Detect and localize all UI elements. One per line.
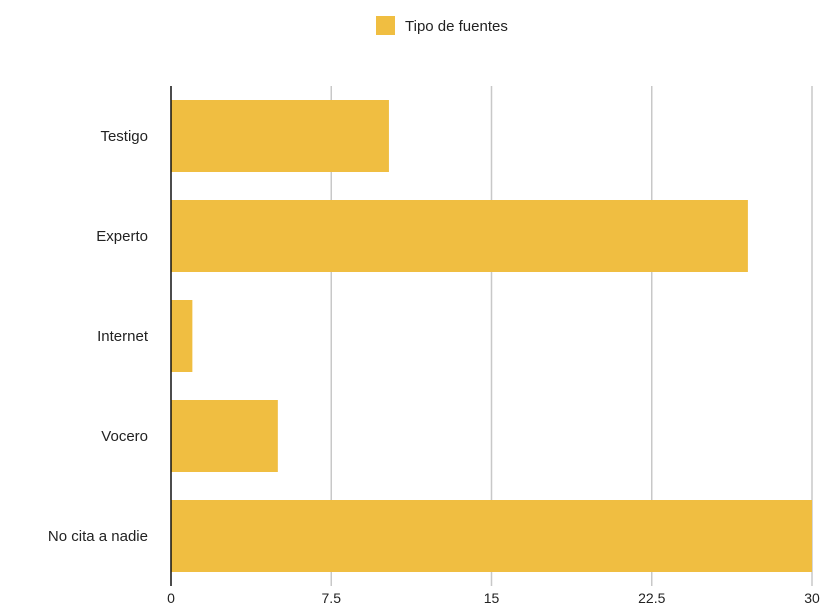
category-label: Internet: [97, 328, 149, 345]
legend: Tipo de fuentes: [376, 16, 508, 35]
bar: [171, 500, 812, 572]
x-tick-label: 7.5: [322, 590, 342, 605]
category-label: Vocero: [101, 428, 148, 445]
bar: [171, 200, 748, 272]
category-labels: Testigo Experto Internet Vocero No cita a na…: [48, 128, 149, 545]
x-tick-labels: 0 7.5 15 22.5 30: [167, 590, 820, 605]
bar: [171, 400, 278, 472]
bar: [171, 300, 193, 372]
bars: [171, 100, 812, 572]
category-label: No cita a nadie: [48, 528, 148, 545]
x-tick-label: 22.5: [638, 590, 665, 605]
category-label: Experto: [96, 228, 148, 245]
x-tick-label: 15: [484, 590, 500, 605]
bar: [171, 100, 389, 172]
x-tick-label: 30: [804, 590, 820, 605]
category-label: Testigo: [100, 128, 148, 145]
legend-swatch: [376, 16, 395, 35]
x-tick-label: 0: [167, 590, 175, 605]
legend-label: Tipo de fuentes: [405, 18, 508, 35]
